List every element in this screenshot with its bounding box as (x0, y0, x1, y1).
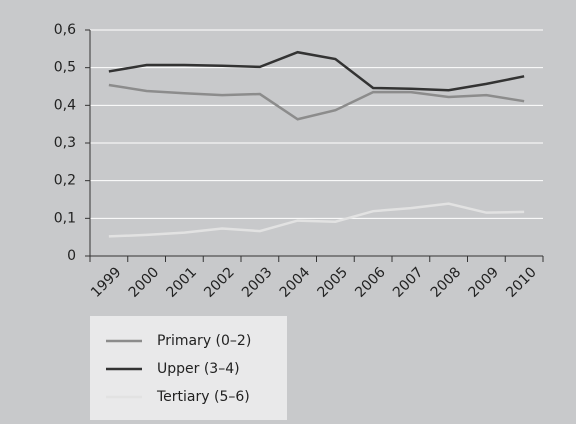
legend-label: Upper (3–4) (157, 361, 240, 377)
y-tick-label: 0,5 (54, 60, 76, 76)
legend-label: Tertiary (5–6) (156, 389, 250, 405)
data-line (108, 202, 525, 238)
data-line (108, 50, 525, 92)
y-tick-label: 0,6 (54, 22, 76, 38)
y-tick-label: 0,4 (54, 97, 76, 113)
data-line (108, 83, 525, 121)
y-tick-label: 0 (67, 248, 76, 264)
y-tick-label: 0,1 (54, 210, 76, 226)
y-tick-label: 0,2 (54, 173, 76, 189)
legend-label: Primary (0–2) (157, 333, 251, 349)
y-tick-label: 0,3 (54, 135, 76, 151)
